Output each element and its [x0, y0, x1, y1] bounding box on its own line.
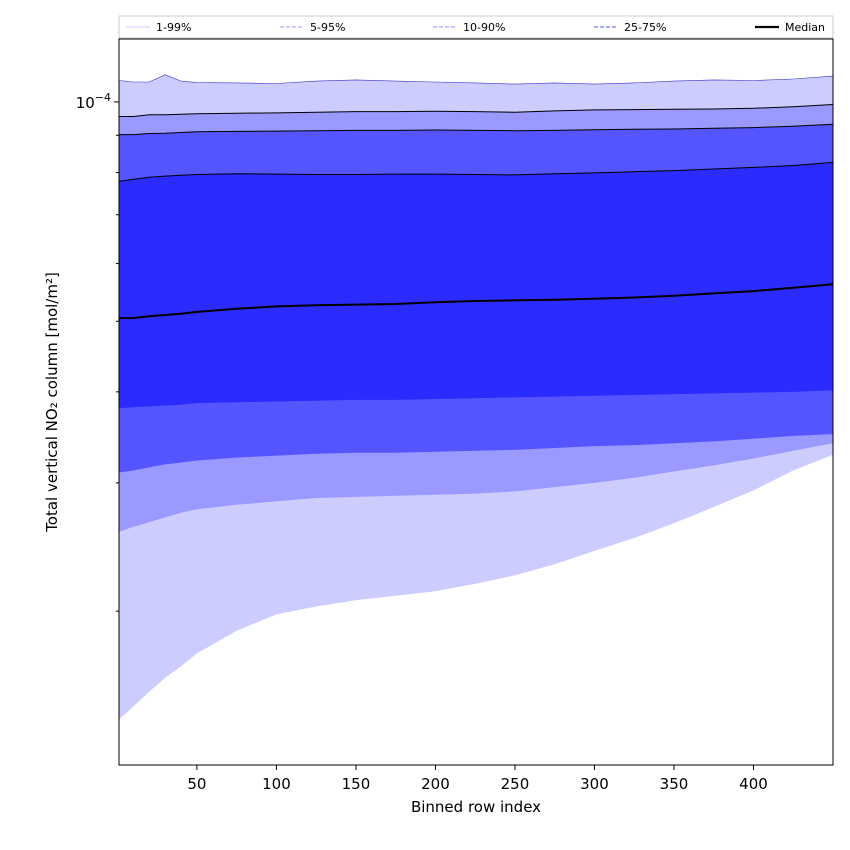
x-tick-label: 100: [262, 775, 291, 793]
legend-label-10-90%: 10-90%: [463, 21, 505, 34]
x-tick-label: 50: [187, 775, 206, 793]
x-tick-label: 200: [421, 775, 450, 793]
legend-box: [118, 15, 834, 39]
legend: 1-99% 5-95% 10-90% 25-75% Median: [118, 15, 834, 39]
x-tick-label: 400: [739, 775, 768, 793]
y-tick-label: 10−4: [76, 91, 111, 112]
band-upper-edge-25-75%: [119, 161, 833, 182]
x-tick-label: 300: [580, 775, 609, 793]
legend-label-Median: Median: [785, 21, 825, 34]
x-tick-label: 250: [501, 775, 530, 793]
x-tick-label: 150: [342, 775, 371, 793]
band-upper-edge-5-95%: [119, 104, 833, 117]
x-axis-label: Binned row index: [411, 798, 541, 816]
band-upper-edge-10-90%: [119, 123, 833, 136]
legend-label-1-99%: 1-99%: [156, 21, 191, 34]
x-axis: 50 100 150 200 250 300 350 400: [187, 765, 768, 793]
y-axis-label: Total vertical NO₂ column [mol/m²]: [43, 272, 61, 533]
x-tick-label: 350: [660, 775, 689, 793]
y-axis: 10−4: [76, 91, 119, 612]
band-upper-edge-1-99%: [119, 74, 833, 85]
plot-frame: [118, 38, 834, 766]
plot-area: [119, 74, 833, 720]
legend-label-25-75%: 25-75%: [624, 21, 666, 34]
median-line: [119, 283, 833, 320]
legend-label-5-95%: 5-95%: [310, 21, 345, 34]
band-25-75%: [119, 162, 833, 409]
